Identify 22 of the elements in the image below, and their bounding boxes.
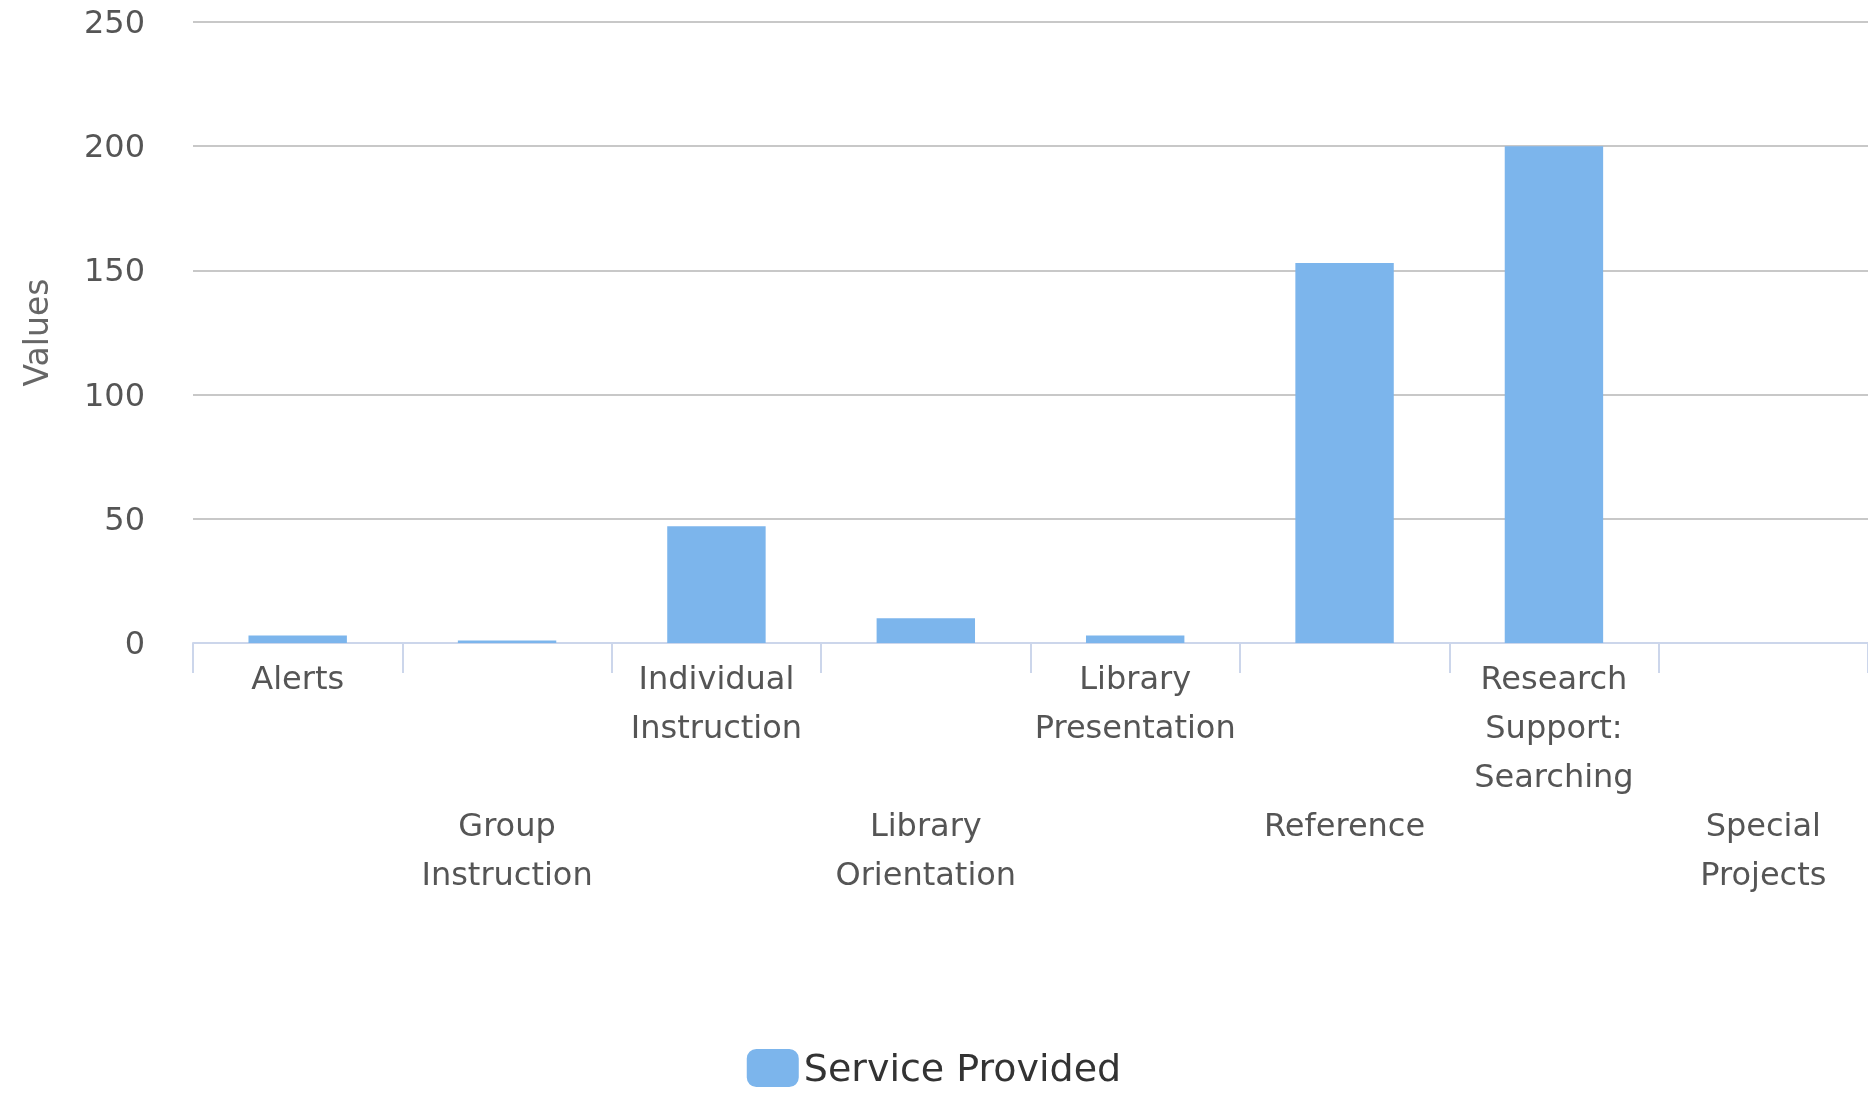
x-tick-label: Special Projects [1700,805,1827,893]
x-tick-label: Research Support: Searching [1474,658,1634,795]
bar [1085,635,1185,643]
legend-label: Service Provided [803,1046,1122,1090]
bar [248,635,347,643]
y-tick-label: 150 [83,251,145,290]
x-tick-label: Reference [1263,805,1426,844]
x-tick-label: Library Presentation [1034,658,1236,746]
y-tick-label: 50 [104,499,145,538]
x-tick-label: Library Orientation [835,805,1017,893]
y-tick-label: 100 [83,375,145,414]
y-tick-label: 200 [83,127,145,166]
y-axis-title: Values [17,278,56,387]
x-tick-label: Group Instruction [421,805,593,893]
bar [876,618,976,643]
x-tick-label: Individual Instruction [630,658,803,746]
x-tick-label: Alerts [251,658,345,697]
bar [667,526,766,643]
y-tick-label: 0 [124,624,145,662]
y-tick-label: 250 [83,3,145,41]
bar [1504,146,1604,643]
bar [1295,262,1394,643]
